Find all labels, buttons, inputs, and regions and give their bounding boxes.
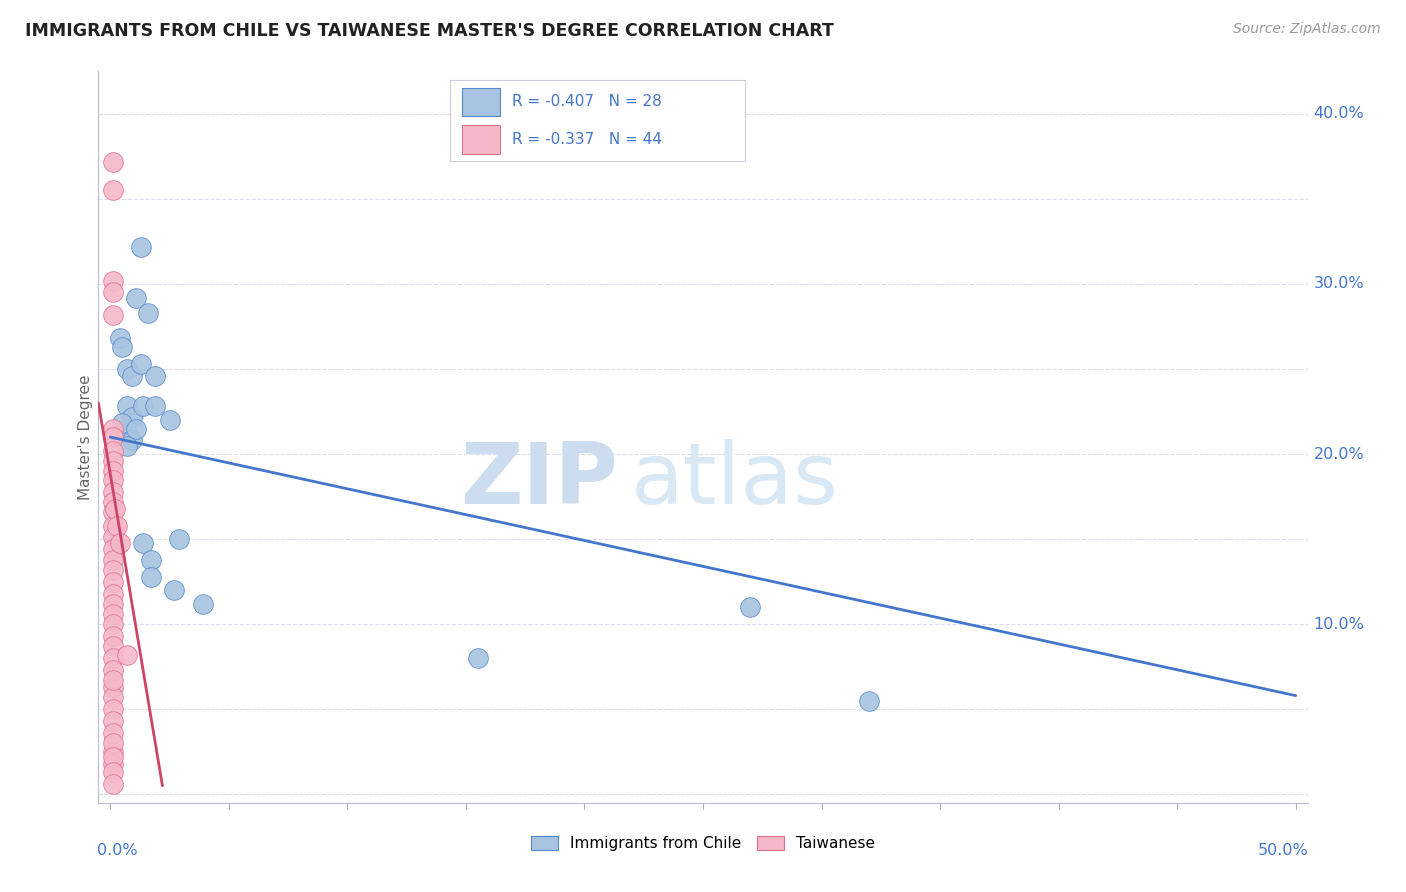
Point (101, 673, 124, 688)
Point (101, 690, 124, 705)
Point (101, 430, 124, 444)
Point (121, 409, 143, 424)
Point (115, 421, 138, 435)
Point (101, 640, 124, 654)
Text: Source: ZipAtlas.com: Source: ZipAtlas.com (1233, 22, 1381, 37)
Point (101, 756, 124, 771)
Point (101, 542, 124, 557)
Point (101, 607, 124, 621)
Point (101, 518, 124, 533)
Point (101, 308, 124, 322)
Text: 40.0%: 40.0% (1313, 106, 1364, 121)
Point (101, 552, 124, 566)
Point (115, 648, 138, 662)
Point (101, 285, 124, 300)
Point (101, 586, 124, 600)
Point (101, 777, 124, 791)
Point (129, 239, 152, 253)
Point (132, 535, 155, 549)
Point (101, 154, 124, 169)
FancyBboxPatch shape (461, 125, 501, 154)
Text: 50.0%: 50.0% (1258, 843, 1309, 858)
Point (101, 680, 124, 694)
Point (101, 443, 124, 458)
Text: 0.0%: 0.0% (97, 843, 138, 858)
Point (115, 400, 138, 414)
Text: 30.0%: 30.0% (1313, 277, 1364, 292)
Point (139, 569, 162, 583)
Text: 10.0%: 10.0% (1313, 616, 1364, 632)
Text: R = -0.407   N = 28: R = -0.407 N = 28 (512, 95, 662, 110)
Text: ZIP: ZIP (461, 440, 619, 523)
Point (101, 714, 124, 728)
Point (111, 340, 134, 354)
Point (101, 726, 124, 740)
Point (121, 434, 143, 448)
Point (163, 583, 186, 598)
Point (159, 413, 181, 427)
Text: R = -0.337   N = 44: R = -0.337 N = 44 (512, 132, 662, 147)
Point (191, 597, 214, 611)
Point (101, 629, 124, 643)
Point (101, 651, 124, 665)
Point (101, 574, 124, 589)
Point (143, 368, 166, 383)
Point (101, 274, 124, 288)
Point (125, 291, 148, 305)
Point (101, 750, 124, 764)
Point (167, 532, 190, 546)
Point (101, 484, 124, 499)
Point (101, 505, 124, 519)
Point (101, 454, 124, 468)
Point (139, 552, 162, 566)
Point (108, 535, 131, 549)
Point (132, 400, 155, 414)
Point (101, 421, 124, 435)
Point (136, 306, 159, 320)
Point (108, 331, 131, 345)
Point (101, 702, 124, 716)
Point (101, 736, 124, 750)
Point (125, 421, 148, 435)
Point (143, 400, 166, 414)
Point (129, 357, 152, 371)
Point (101, 765, 124, 780)
Point (101, 597, 124, 611)
Point (740, 600, 762, 615)
Point (101, 663, 124, 677)
Point (101, 494, 124, 508)
Text: 20.0%: 20.0% (1313, 447, 1364, 461)
Point (101, 617, 124, 632)
Point (101, 473, 124, 487)
Point (105, 518, 128, 533)
Point (115, 439, 138, 453)
Point (101, 563, 124, 577)
Point (111, 417, 134, 431)
Point (104, 501, 127, 516)
Point (101, 183, 124, 197)
Point (858, 694, 880, 708)
Y-axis label: Master's Degree: Master's Degree (77, 375, 93, 500)
Point (101, 531, 124, 545)
Text: IMMIGRANTS FROM CHILE VS TAIWANESE MASTER'S DEGREE CORRELATION CHART: IMMIGRANTS FROM CHILE VS TAIWANESE MASTE… (25, 22, 834, 40)
Point (467, 651, 489, 665)
Point (115, 362, 138, 376)
Point (101, 745, 124, 759)
Text: atlas: atlas (630, 440, 838, 523)
Legend: Immigrants from Chile, Taiwanese: Immigrants from Chile, Taiwanese (524, 830, 882, 857)
Point (101, 464, 124, 478)
FancyBboxPatch shape (461, 87, 501, 117)
Point (121, 368, 143, 383)
